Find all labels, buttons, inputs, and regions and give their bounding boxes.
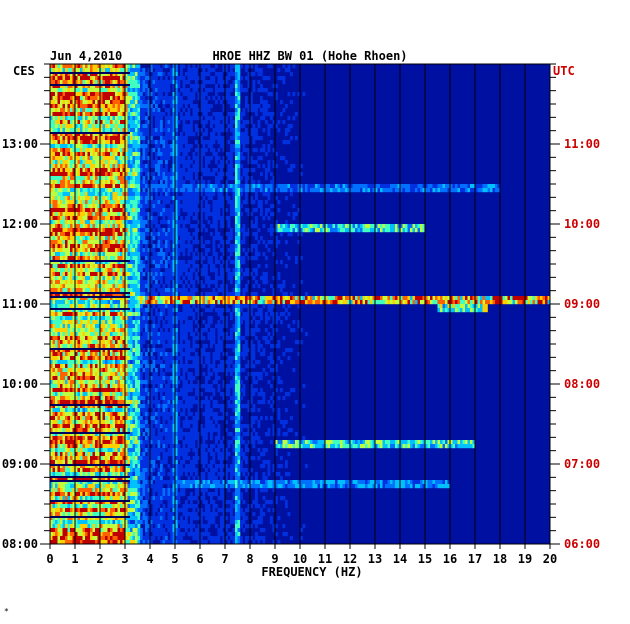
date-label: Jun 4,2010 [50,49,122,63]
x-tick-label: 9 [271,552,278,566]
x-tick-label: 16 [443,552,457,566]
x-tick-label: 13 [368,552,382,566]
right-tick-label: 06:00 [564,537,600,551]
right-tick-label: 07:00 [564,457,600,471]
left-tick-label: 09:00 [2,457,38,471]
left-tick-label: 12:00 [2,217,38,231]
right-tick-label: 11:00 [564,137,600,151]
x-tick-label: 18 [493,552,507,566]
x-tick-label: 7 [221,552,228,566]
right-tick-label: 09:00 [564,297,600,311]
footer-mark: * [4,607,9,616]
x-tick-label: 5 [171,552,178,566]
x-tick-label: 15 [418,552,432,566]
x-tick-label: 1 [71,552,78,566]
x-tick-label: 12 [343,552,357,566]
x-tick-label: 20 [543,552,557,566]
left-tick-label: 10:00 [2,377,38,391]
x-tick-label: 14 [393,552,407,566]
x-tick-label: 17 [468,552,482,566]
x-tick-label: 6 [196,552,203,566]
x-tick-label: 11 [318,552,332,566]
frequency-axis: 0 1 2 3 4 5 6 7 8 9 10 11 12 13 14 15 16 17 18 19 20 [46,544,557,566]
x-tick-label: 2 [96,552,103,566]
right-tick-label: 10:00 [564,217,600,231]
x-tick-label: 3 [121,552,128,566]
x-axis-title: FREQUENCY (HZ) [261,565,362,579]
right-time-axis: 11:00 10:00 09:00 08:00 07:00 06:00 [550,63,600,551]
left-tick-label: 08:00 [2,537,38,551]
right-timezone-label: UTC [553,64,575,78]
left-tick-label: 11:00 [2,297,38,311]
left-tick-label: 13:00 [2,137,38,151]
left-timezone-label: CES [13,64,35,78]
grid-lines [49,63,551,545]
x-tick-label: 4 [146,552,153,566]
right-tick-label: 08:00 [564,377,600,391]
x-tick-label: 10 [293,552,307,566]
x-tick-label: 8 [246,552,253,566]
x-tick-label: 19 [518,552,532,566]
station-title: HROE HHZ BW 01 (Hohe Rhoen) [212,49,407,63]
x-tick-label: 0 [46,552,53,566]
left-time-axis: 13:00 12:00 11:00 10:00 09:00 08:00 [2,63,50,551]
